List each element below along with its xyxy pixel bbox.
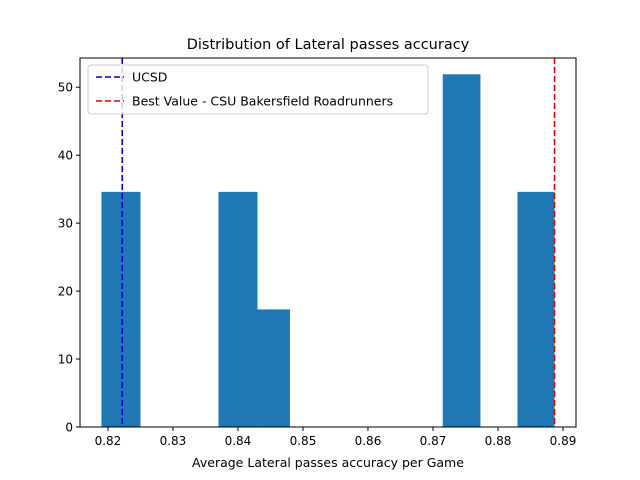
legend-label: Best Value - CSU Bakersfield Roadrunners: [132, 94, 393, 109]
legend: UCSD Best Value - CSU Bakersfield Roadrun…: [87, 64, 429, 115]
y-tick-label: 40: [58, 149, 73, 163]
y-axis-ticks: 0 10 20 30 40 50: [58, 81, 80, 435]
histogram-bar-4: [257, 309, 290, 427]
y-tick-label: 0: [65, 421, 73, 435]
x-tick-label: 0.84: [225, 434, 252, 448]
chart-title: Distribution of Lateral passes accuracy: [187, 37, 470, 53]
x-tick-label: 0.86: [355, 434, 382, 448]
x-tick-label: 0.87: [420, 434, 447, 448]
x-tick-label: 0.85: [290, 434, 317, 448]
bars-group: [101, 74, 555, 428]
legend-label: UCSD: [132, 70, 167, 85]
x-tick-label: 0.83: [160, 434, 187, 448]
x-tick-label: 0.88: [485, 434, 512, 448]
histogram-bar-0: [101, 191, 141, 427]
histogram-bar-9: [442, 74, 481, 428]
plot-frame: [79, 57, 577, 428]
x-axis-label: Average Lateral passes accuracy per Game: [192, 455, 464, 470]
histogram-bar-3: [218, 191, 258, 427]
y-tick-label: 30: [58, 217, 73, 231]
x-tick-label: 0.82: [95, 434, 122, 448]
histogram-bar-11: [517, 191, 555, 427]
y-tick-label: 10: [58, 353, 73, 367]
legend-box: [87, 64, 429, 115]
x-axis-ticks: 0.82 0.83 0.84 0.85 0.86 0.87 0.88 0.89: [95, 427, 577, 448]
reference-lines-group: [121, 58, 556, 427]
y-tick-label: 20: [58, 285, 73, 299]
y-tick-label: 50: [58, 81, 73, 95]
x-tick-label: 0.89: [550, 434, 577, 448]
